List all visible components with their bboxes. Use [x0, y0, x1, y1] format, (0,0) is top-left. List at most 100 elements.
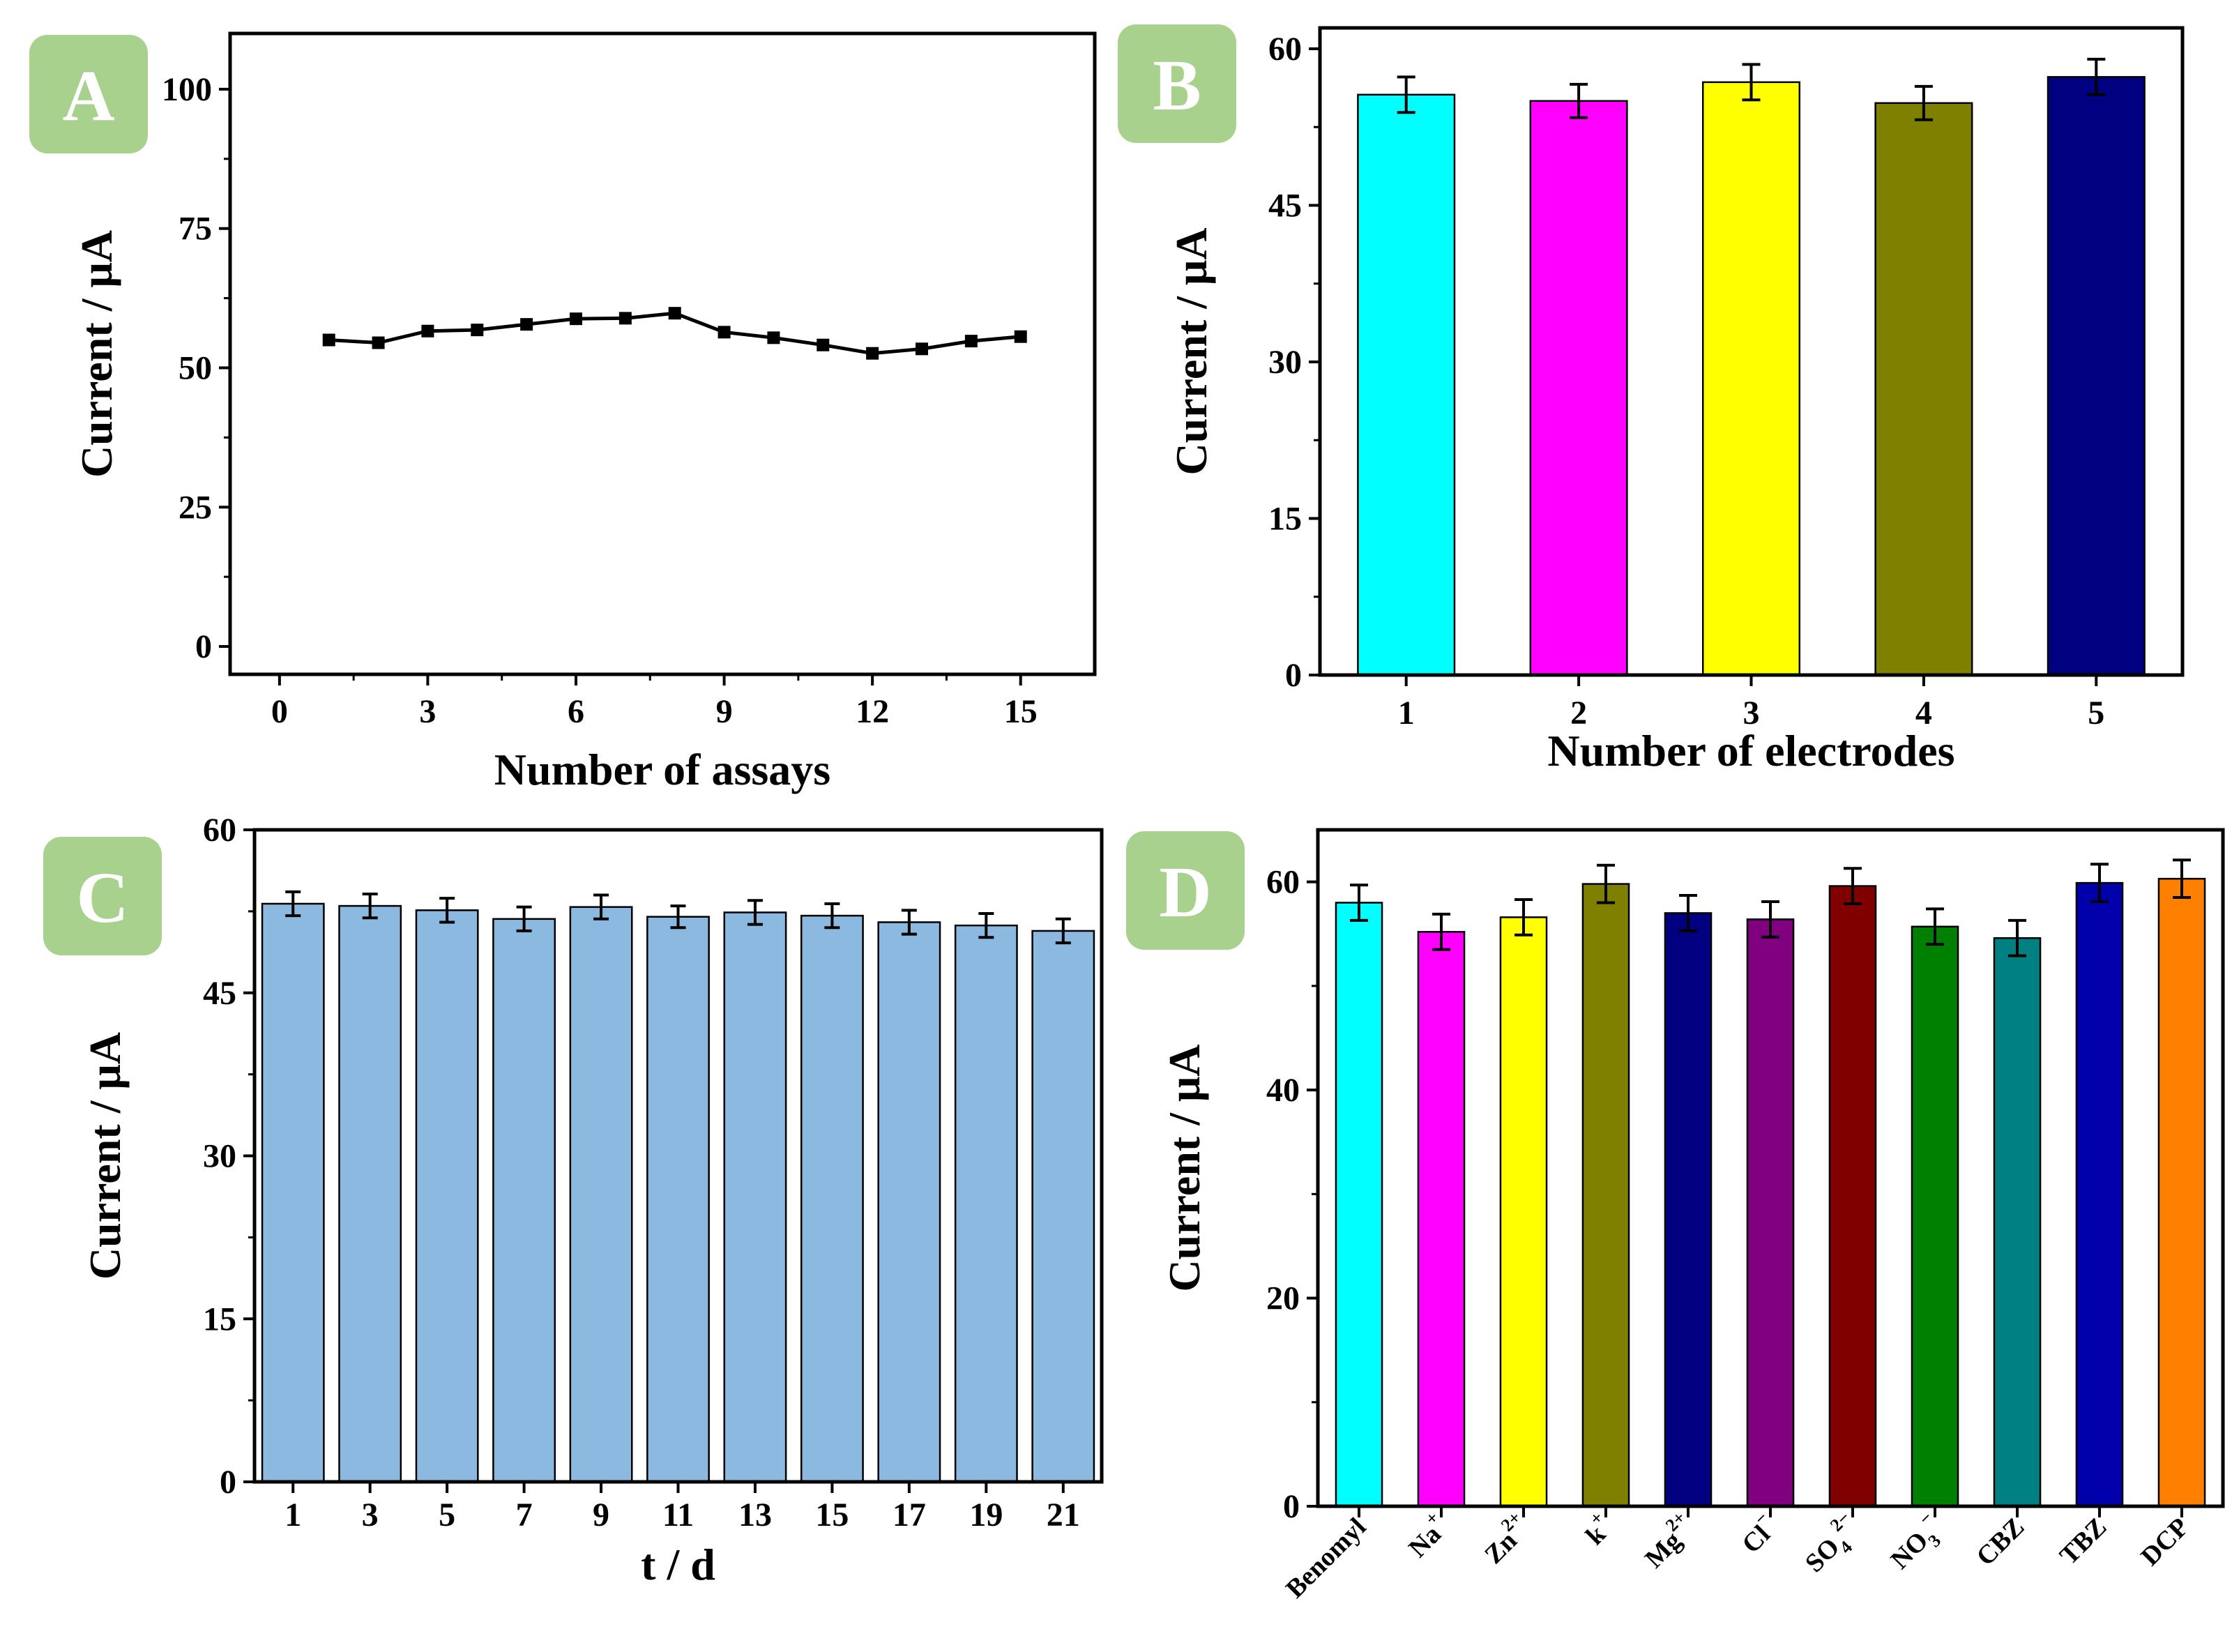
x-tick-label: Cl−: [1731, 1508, 1783, 1559]
y-axis-title: Current / μA: [72, 230, 121, 478]
error-bar: [1742, 63, 1761, 102]
bar: [569, 906, 633, 1483]
label-base: TBZ: [2054, 1513, 2112, 1570]
bars: [1357, 57, 2146, 676]
x-tick-label: 3: [1743, 695, 1760, 732]
data-point: [1014, 330, 1027, 343]
error-bar: [1761, 900, 1779, 939]
y-tick-label: 60: [203, 812, 236, 849]
x-tick-label: Zn2+: [1474, 1508, 1536, 1570]
error-bar: [516, 905, 532, 932]
panel-letter: B: [1153, 45, 1201, 126]
y-axis: 0 20 40 60: [1266, 864, 1318, 1525]
y-axis: 0 15 30 45 60: [1268, 31, 1320, 694]
error-bar: [1514, 897, 1533, 937]
x-tick-label: 9: [593, 1496, 609, 1533]
data-point: [817, 338, 830, 351]
error-bar: [1570, 82, 1588, 119]
x-axis: 1 3 5 7 9 11 13 15 17 19 21: [284, 1482, 1080, 1533]
panel-badge: B: [1118, 24, 1236, 143]
bar: [800, 914, 864, 1483]
y-tick-label: 15: [203, 1301, 236, 1337]
y-tick-label: 30: [1268, 344, 1302, 381]
x-tick-label: CBZ: [1971, 1513, 2030, 1572]
x-tick-label: 15: [815, 1496, 849, 1533]
y-tick-label: 75: [179, 211, 212, 248]
x-tick-label: 15: [1004, 693, 1038, 730]
bar: [1581, 883, 1630, 1508]
x-tick-label: 2: [1570, 695, 1587, 732]
error-bar: [1679, 894, 1697, 932]
x-tick-label: 4: [1915, 695, 1932, 732]
y-tick-label: 60: [1268, 31, 1302, 68]
error-bar: [978, 911, 994, 939]
bars: [1335, 858, 2206, 1508]
y-tick-label: 15: [1268, 500, 1302, 537]
bar: [723, 911, 787, 1483]
error-bar: [2173, 858, 2191, 899]
x-tick-label: 0: [271, 693, 288, 730]
bar: [1701, 81, 1801, 676]
x-tick-label: 11: [662, 1496, 694, 1533]
x-axis-title: t / d: [641, 1540, 715, 1589]
y-axis-title: Current / μA: [1160, 1044, 1209, 1291]
x-tick-label: 1: [284, 1496, 301, 1533]
error-bar: [1844, 867, 1862, 905]
plot-frame: [228, 31, 1097, 676]
label-base: Mg: [1639, 1526, 1687, 1574]
bar: [1031, 930, 1095, 1483]
badge-background: [1126, 831, 1245, 950]
error-bar: [593, 893, 609, 920]
panel-letter: A: [62, 56, 114, 136]
label-superscript: 2−: [1826, 1508, 1854, 1536]
x-tick-label: 9: [716, 693, 733, 730]
badge-background: [29, 35, 148, 153]
y-tick-label: 40: [1266, 1072, 1300, 1109]
bar: [1664, 912, 1713, 1508]
data-point: [322, 333, 335, 347]
panel-badge: C: [43, 837, 162, 955]
error-bar: [670, 904, 686, 930]
bar: [415, 909, 479, 1483]
bars: [261, 890, 1095, 1483]
badge-background: [43, 837, 162, 955]
data-point: [471, 324, 484, 337]
y-tick-label: 25: [179, 489, 212, 526]
bar: [1874, 102, 1973, 676]
y-tick-label: 0: [1285, 657, 1302, 694]
panel-letter: C: [76, 858, 128, 938]
x-tick-label: 5: [2088, 695, 2104, 732]
bar: [1529, 100, 1628, 676]
error-bar: [285, 890, 301, 918]
y-tick-label: 60: [1266, 864, 1300, 901]
x-axis-title: Number of assays: [494, 745, 830, 794]
bar: [1828, 885, 1877, 1508]
data-point: [964, 335, 978, 348]
y-tick-label: 45: [1268, 187, 1302, 224]
bar: [1911, 925, 1959, 1508]
error-bar: [1055, 917, 1071, 945]
data-point: [718, 326, 731, 339]
data-point: [767, 331, 780, 344]
data-point: [916, 342, 928, 356]
y-tick-label: 100: [162, 71, 212, 108]
data-point: [421, 324, 434, 338]
y-tick-label: 50: [179, 349, 212, 386]
label-base: NO: [1885, 1526, 1934, 1575]
x-tick-label: DCP: [2135, 1513, 2194, 1572]
error-bar: [1914, 84, 1933, 121]
x-tick-label: 13: [738, 1496, 772, 1533]
bar: [492, 918, 556, 1483]
error-bar: [1350, 884, 1368, 922]
error-bar: [824, 902, 840, 930]
error-bar: [1432, 912, 1450, 951]
error-bar: [747, 899, 763, 926]
x-tick-label: 21: [1047, 1496, 1080, 1533]
x-axis: 0 3 6 9 12 15: [271, 674, 1038, 730]
label-base: Cl: [1736, 1520, 1776, 1559]
bar: [646, 916, 710, 1483]
bar: [954, 924, 1018, 1483]
y-axis: 0 25 50 75 100: [162, 71, 230, 665]
